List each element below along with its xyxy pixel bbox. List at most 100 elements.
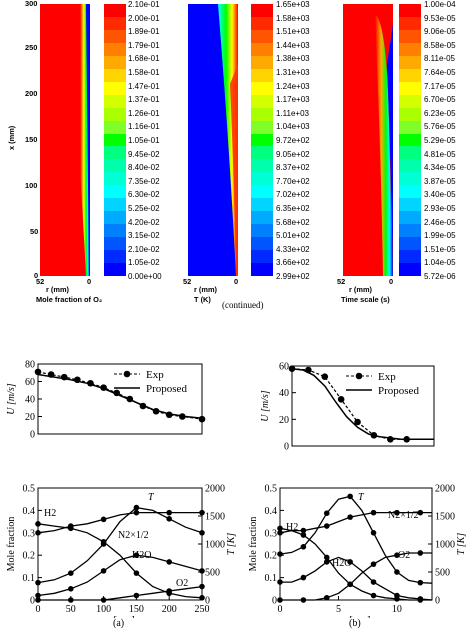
data-point-exp (165, 411, 173, 419)
data-point (35, 597, 41, 603)
colorbar-label: 2.10e-01 (128, 0, 160, 9)
colorbar-swatch (251, 81, 273, 96)
colorbar-swatch (104, 185, 126, 199)
y-tick: 150 (25, 135, 38, 144)
colorbar-swatch (399, 68, 421, 83)
colorbar-label: 4.34e-05 (424, 163, 456, 173)
data-point (323, 594, 330, 601)
colorbar-swatch (104, 120, 126, 134)
colorbar-label: 5.29e-05 (424, 136, 456, 145)
data-point (417, 550, 424, 556)
colorbar-swatch (399, 250, 421, 264)
y-tick-label: 0.4 (23, 506, 36, 517)
colorbar-label: 1.00e-04 (424, 0, 456, 9)
data-point (277, 530, 283, 536)
colorbar-swatch (104, 4, 126, 18)
colorbar-swatch (399, 172, 421, 186)
y-tick-label: 0 (30, 596, 35, 607)
data-point-exp (354, 418, 361, 426)
y-tick: 100 (25, 181, 38, 190)
colorbar-swatch (104, 172, 126, 186)
colorbar-label: 1.37e-01 (128, 95, 160, 105)
colorbar-label: 1.16e-01 (128, 122, 160, 132)
y-tick-label: 0.4 (265, 506, 278, 517)
x-tick-left: 52 (337, 277, 346, 286)
y-axis-label: Mole fraction (6, 517, 17, 572)
x-tick-right: 0 (87, 277, 92, 286)
colorbar-swatch (104, 94, 126, 109)
data-point (394, 569, 400, 575)
y2-axis-label: T [K] (456, 533, 467, 555)
colorbar-label: 2.46e-05 (424, 217, 456, 227)
legend-label-exp: Exp (146, 369, 164, 381)
colorbar-label: 1.17e+03 (276, 95, 310, 105)
data-point (370, 530, 377, 536)
y-tick: 200 (25, 89, 38, 98)
legend-marker-exp (123, 370, 131, 378)
x-tick-left: 52 (36, 277, 45, 286)
colorbar-swatch (399, 211, 421, 225)
data-point (68, 586, 74, 592)
y-tick-label: 0.2 (265, 551, 278, 562)
colorbar-swatch (399, 185, 421, 199)
colorbar-swatch (251, 55, 273, 70)
colorbar-swatch (104, 263, 126, 277)
species-label: H2 (286, 522, 298, 533)
colorbar-label: 1.99e-05 (424, 231, 456, 241)
o2-colorbar (104, 4, 126, 277)
colorbar-swatch (251, 29, 273, 44)
colorbar-swatch (251, 198, 273, 212)
series-line-proposed (37, 373, 203, 420)
legend-label-proposed: Proposed (378, 385, 419, 397)
colorbar-swatch (399, 263, 421, 277)
colorbar-swatch (104, 198, 126, 212)
colorbar-swatch (104, 29, 126, 44)
colorbar-label: 6.70e-05 (424, 95, 456, 105)
data-point (277, 551, 283, 557)
y-tick: 250 (25, 43, 38, 52)
y2-tick-label: 0 (205, 596, 210, 607)
colorbar-swatch (399, 81, 421, 96)
data-point-exp (305, 366, 312, 374)
x-tick-label: 150 (129, 604, 144, 615)
data-point (68, 597, 74, 603)
legend-label-exp: Exp (378, 371, 396, 383)
y-tick-label: 40 (279, 388, 289, 399)
series-line-t (279, 495, 433, 584)
y-tick-label: 20 (279, 415, 289, 426)
colorbar-swatch (104, 81, 126, 96)
colorbar-label: 6.30e-02 (128, 190, 160, 200)
colorbar-swatch (251, 263, 273, 277)
y-axis-label: U [m/s] (260, 390, 271, 422)
colorbar-swatch (399, 237, 421, 251)
colorbar-swatch (399, 16, 421, 31)
series-line-t (37, 506, 203, 584)
colorbar-label: 1.68e-01 (128, 54, 160, 64)
data-point (68, 570, 74, 576)
y-tick-label: 0.3 (23, 528, 36, 539)
colorbar-swatch (104, 146, 126, 160)
temperature-contour-plot (188, 4, 238, 276)
data-point-exp (288, 365, 296, 372)
colorbar-label: 7.17e-05 (424, 81, 456, 91)
data-point (166, 516, 172, 522)
colorbar-swatch (104, 68, 126, 83)
data-point (347, 514, 353, 520)
colorbar-swatches (251, 4, 273, 277)
data-point-exp (87, 379, 94, 387)
y2-tick-label: 2000 (435, 484, 455, 495)
subcaption-a: (a) (113, 618, 125, 629)
colorbar-swatch (104, 55, 126, 70)
data-point (133, 552, 140, 558)
data-point-exp (47, 371, 55, 378)
colorbar-label: 5.72e-06 (424, 272, 456, 281)
x-axis-label: r (mm) (194, 285, 217, 294)
colorbar-swatch (104, 133, 126, 147)
colorbar-label: 4.20e-02 (128, 217, 160, 227)
y2-tick-label: 1500 (435, 512, 455, 523)
colorbar-label: 1.47e-01 (128, 81, 160, 91)
colorbar-swatch (251, 224, 273, 238)
data-point-exp (179, 413, 186, 420)
legend-marker-exp (355, 372, 363, 380)
x-tick-label: 200 (162, 604, 177, 615)
